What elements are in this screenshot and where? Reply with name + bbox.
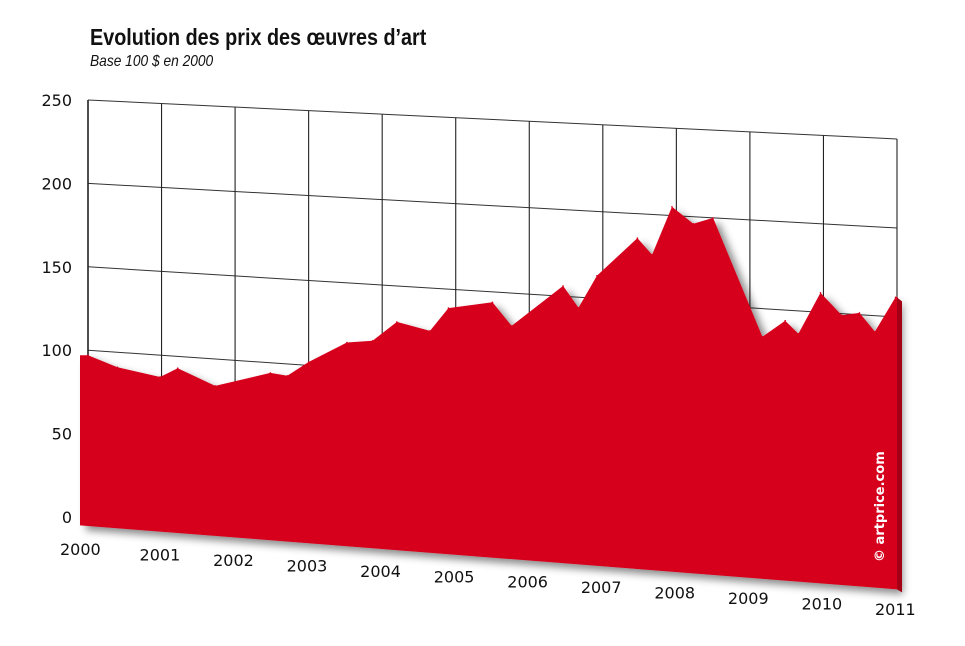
data-point [159,376,161,378]
area-side-edge [897,297,902,593]
data-point [712,217,714,219]
credit-text: © artprice.com [873,451,888,562]
series-area [80,206,897,590]
data-point [596,274,598,277]
data-point [896,296,898,299]
chart-subtitle: Base 100 $ en 2000 [90,53,214,70]
y-tick-label: 100 [41,341,72,360]
x-tick-label: 2006 [507,573,548,592]
data-point [797,333,800,335]
x-tick-label: 2003 [287,556,328,575]
data-point [761,336,764,338]
gridline-horizontal [87,182,898,229]
data-point [636,237,639,239]
data-point [429,330,431,332]
y-tick-label: 200 [41,174,72,193]
x-tick-label: 2010 [801,595,842,614]
data-point [874,330,876,333]
y-tick-label: 250 [41,91,72,110]
x-tick-label: 2004 [360,562,401,581]
data-point [577,306,580,309]
x-tick-label: 2002 [213,551,254,570]
x-tick-label: 2008 [654,584,695,603]
y-tick-label: 150 [41,258,72,277]
data-point [651,253,653,256]
data-point [346,341,348,344]
data-point [894,296,897,299]
data-point [858,312,861,314]
data-point [671,206,673,208]
data-point [371,340,374,342]
gridline-horizontal [87,266,898,318]
data-point [562,285,564,287]
data-point [841,314,843,317]
y-tick-label: 0 [62,508,72,527]
x-tick-label: 2007 [581,578,622,597]
data-point [447,307,450,309]
data-point [784,319,787,322]
data-point [307,361,310,363]
data-point [396,321,398,323]
data-point [286,375,289,377]
x-tick-label: 2009 [728,589,769,608]
data-point [176,367,179,369]
data-point [510,325,513,327]
x-tick-label: 2005 [434,567,475,586]
data-point [491,301,494,304]
x-tick-label: 2000 [60,540,101,559]
data-point [692,222,695,225]
data-point [116,366,119,369]
y-tick-label: 50 [52,425,72,444]
data-point [269,372,272,374]
gridline-horizontal [87,99,898,140]
x-tick-label: 2001 [140,545,181,564]
data-point [87,354,89,357]
chart-title: Evolution des prix des œuvres d’art [90,24,427,50]
data-point [214,385,217,387]
x-tick-label: 2011 [875,600,916,619]
data-point [819,291,822,294]
